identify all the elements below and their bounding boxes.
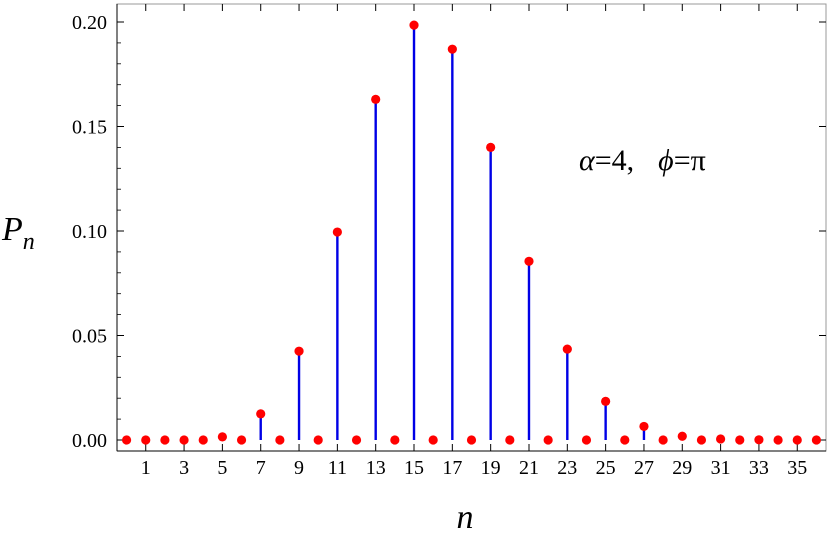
data-point	[754, 435, 764, 445]
y-axis-label-sub: n	[23, 229, 35, 255]
data-point	[773, 435, 783, 445]
data-point	[792, 435, 802, 445]
x-tick-label: 25	[596, 457, 616, 479]
x-tick-label: 5	[217, 457, 227, 479]
data-point	[313, 435, 323, 445]
y-tick-label: 0.15	[72, 117, 107, 139]
data-point	[677, 431, 687, 441]
data-point	[505, 435, 515, 445]
x-tick-label: 35	[787, 457, 807, 479]
x-tick-label: 11	[328, 457, 347, 479]
y-tick-label: 0.05	[72, 326, 107, 348]
data-point	[486, 142, 496, 152]
x-axis-label: n	[457, 499, 474, 536]
markers	[121, 20, 822, 445]
phi-value: =π	[674, 144, 706, 177]
data-point	[562, 344, 572, 354]
x-tick-label: 27	[634, 457, 654, 479]
data-point	[639, 421, 649, 432]
x-tick-label: 33	[749, 457, 769, 479]
data-point	[351, 435, 362, 445]
phi-symbol: ϕ	[658, 144, 674, 177]
plot-border	[116, 3, 827, 452]
data-point	[141, 435, 151, 445]
x-tick-label: 13	[366, 457, 386, 479]
x-tick-label: 7	[256, 457, 266, 479]
data-point	[620, 435, 630, 445]
data-point	[716, 434, 726, 444]
parameter-annotation: α=4, ϕ=π	[579, 144, 706, 177]
data-point	[447, 44, 457, 54]
x-tick-label: 17	[442, 457, 462, 479]
data-point	[466, 435, 477, 445]
data-point	[428, 435, 438, 445]
data-point	[236, 435, 247, 445]
data-point	[658, 435, 668, 445]
alpha-symbol: α	[579, 144, 596, 177]
x-tick-label: 31	[711, 457, 731, 479]
data-point	[198, 435, 208, 445]
x-tick-label: 3	[179, 457, 189, 479]
x-tick-label: 15	[404, 457, 424, 479]
y-tick-label: 0.20	[72, 12, 107, 34]
data-point	[256, 409, 266, 419]
x-tick-label: 21	[519, 457, 539, 479]
y-tick-label: 0.00	[72, 430, 107, 452]
data-point	[581, 435, 592, 445]
data-point	[275, 435, 285, 445]
x-tick-label: 1	[141, 457, 151, 479]
y-axis-label: Pn	[1, 211, 35, 255]
data-point	[811, 435, 822, 445]
y-axis-ticks: 0.00 0.05 0.10 0.15 0.20	[72, 12, 826, 452]
data-point	[332, 227, 342, 237]
data-point	[601, 396, 611, 406]
data-point	[696, 435, 707, 445]
x-tick-label: 23	[557, 457, 577, 479]
data-point	[371, 94, 381, 104]
x-tick-label: 29	[672, 457, 692, 479]
data-point	[409, 20, 419, 30]
plot-frame	[116, 3, 827, 452]
alpha-value: =4,	[595, 144, 634, 177]
y-tick-label: 0.10	[72, 221, 107, 243]
data-point	[390, 435, 400, 445]
x-axis-ticks: 1 3 5 7 9 11 13 15 17 19 21 23 25 27 29 31 33 35	[141, 4, 807, 479]
data-point	[217, 432, 227, 442]
data-point	[524, 256, 534, 266]
x-tick-label: 19	[481, 457, 501, 479]
data-point	[735, 435, 745, 445]
data-point	[179, 435, 189, 445]
stems	[221, 25, 761, 440]
data-point	[160, 435, 170, 445]
data-point	[121, 435, 132, 445]
y-axis-label-base: P	[1, 211, 23, 248]
data-point	[294, 346, 304, 356]
x-tick-label: 9	[294, 457, 304, 479]
data-point	[543, 435, 553, 445]
